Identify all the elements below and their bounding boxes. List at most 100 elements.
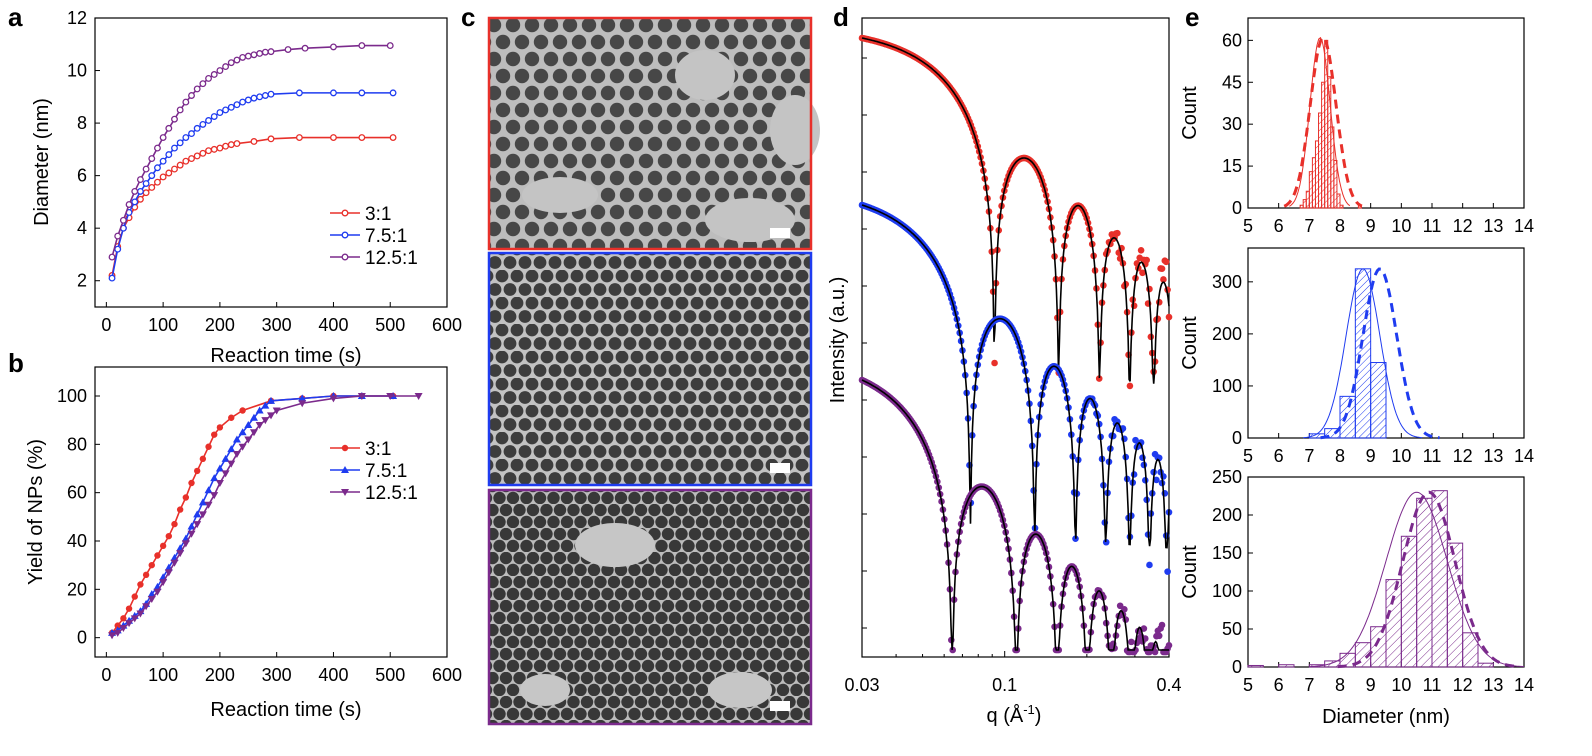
data-point — [233, 140, 241, 148]
data-point — [250, 94, 258, 102]
data-point — [267, 48, 275, 56]
x-tick-label: 0.1 — [992, 675, 1017, 695]
data-point — [227, 59, 235, 67]
legend-label: 3:1 — [365, 204, 391, 225]
data-point — [222, 106, 230, 114]
scale-bar — [770, 701, 790, 711]
y-tick-label: 20 — [67, 579, 87, 599]
data-point — [148, 172, 156, 180]
data-point — [125, 620, 134, 628]
chart-e-xlabel: Diameter (nm) — [1322, 706, 1450, 728]
x-tick-label: 11 — [1423, 446, 1442, 466]
data-point — [227, 460, 236, 468]
histogram-bar — [1370, 626, 1387, 668]
data-point — [131, 198, 139, 206]
data-point — [227, 141, 235, 149]
data-point — [148, 155, 156, 163]
data-point — [205, 117, 212, 124]
data-point — [249, 413, 258, 421]
chart-b-ylabel: Yield of NPs (%) — [25, 439, 47, 585]
histogram-bar — [1278, 664, 1295, 668]
data-point — [182, 98, 190, 106]
x-tick-label: 13 — [1483, 675, 1503, 695]
legend-label: 12.5:1 — [365, 483, 418, 504]
data-point — [1130, 302, 1138, 310]
x-tick-label: 6 — [1274, 446, 1284, 466]
x-tick-label: 10 — [1391, 446, 1411, 466]
data-point — [182, 157, 190, 165]
x-tick-label: 9 — [1366, 216, 1376, 236]
x-tick-label: 400 — [318, 315, 348, 335]
data-point — [205, 74, 212, 82]
data-point — [199, 120, 207, 128]
x-tick-label: 8 — [1335, 216, 1345, 236]
chart-e1-frame — [1247, 17, 1525, 209]
data-point — [193, 85, 201, 93]
data-point — [358, 134, 366, 141]
data-point — [1158, 265, 1166, 272]
data-point — [267, 135, 275, 143]
y-axis-label: Count — [1179, 316, 1201, 370]
data-point — [261, 48, 269, 56]
data-point — [130, 615, 139, 623]
chart-d-ylabel: Intensity (a.u.) — [827, 277, 849, 404]
y-tick-label: 0 — [1232, 428, 1242, 448]
x-tick-label: 9 — [1366, 675, 1376, 695]
data-point — [159, 173, 167, 181]
data-point — [159, 542, 167, 550]
y-tick-label: 8 — [77, 113, 87, 133]
legend-marker — [341, 253, 349, 261]
data-point — [114, 245, 122, 253]
scale-bar — [770, 228, 790, 238]
y-tick-label: 60 — [1222, 30, 1242, 50]
data-point — [250, 138, 258, 145]
fit-line — [861, 204, 1170, 549]
data-point — [1164, 568, 1171, 575]
x-tick-label: 12 — [1453, 675, 1473, 695]
data-point — [193, 124, 201, 132]
data-point — [261, 417, 270, 425]
histogram-bar — [1333, 160, 1338, 209]
y-tick-label: 30 — [1222, 114, 1242, 134]
series-blue curve — [858, 201, 1173, 575]
x-tick-label: 0 — [101, 315, 111, 335]
y-tick-label: 200 — [1212, 324, 1242, 344]
data-point — [176, 161, 184, 169]
x-tick-label: 10 — [1391, 216, 1411, 236]
tem-image-red — [487, 16, 820, 251]
data-point — [119, 625, 128, 632]
data-point — [215, 464, 224, 472]
data-point — [227, 445, 236, 453]
y-tick-label: 10 — [67, 61, 87, 81]
y-tick-label: 150 — [1212, 543, 1242, 563]
x-tick-label: 10 — [1391, 675, 1411, 695]
panel-label-e: e — [1185, 2, 1199, 32]
gaussian-fit-dashed — [1337, 490, 1519, 669]
data-point — [108, 274, 116, 282]
data-point — [267, 396, 275, 404]
data-point — [227, 103, 235, 111]
data-point — [256, 93, 264, 101]
data-point — [216, 109, 224, 117]
data-point — [171, 144, 178, 152]
y-tick-label: 60 — [67, 483, 87, 503]
data-point — [210, 492, 219, 500]
series-purple curve — [858, 376, 1173, 656]
data-point — [244, 96, 252, 104]
data-point — [198, 511, 207, 519]
y-tick-label: 100 — [1212, 581, 1242, 601]
data-point — [159, 157, 167, 165]
histogram-bar — [1385, 579, 1402, 668]
data-point — [216, 424, 224, 431]
y-tick-label: 80 — [67, 434, 87, 454]
data-point — [193, 510, 202, 518]
data-point — [1102, 538, 1110, 546]
fit-line — [861, 37, 1170, 384]
data-point — [249, 429, 258, 437]
legend-label: 12.5:1 — [365, 248, 418, 269]
data-point — [284, 46, 292, 53]
data-point — [108, 253, 116, 261]
x-tick-label: 9 — [1366, 446, 1376, 466]
chart-d-frame — [861, 17, 1170, 658]
gaussian-fit-dashed — [1320, 267, 1440, 440]
